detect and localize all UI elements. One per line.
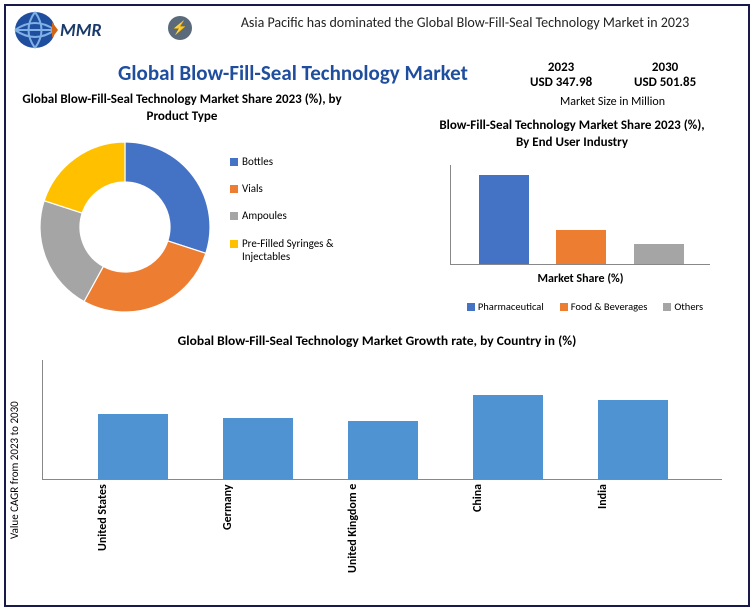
metric-2030-value: USD 501.85 [634,75,696,90]
donut-svg [30,135,220,315]
metric-2023-value: USD 347.98 [530,75,592,90]
donut-chart [30,135,220,320]
donut-legend-item: Vials [230,182,370,195]
end-user-xlabel: Market Share (%) [451,272,710,286]
growth-chart: United States Germany United Kingdom e Chin… [42,360,742,590]
main-title: Global Blow-Fill-Seal Technology Market [118,60,468,86]
metric-caption: Market Size in Million [560,95,665,109]
legend-swatch [663,303,671,311]
donut-legend-item: Ampoules [230,209,370,222]
growth-bar [98,414,168,479]
legend-swatch [467,303,475,311]
legend-swatch [230,158,238,166]
legend-label: Pharmaceutical [478,300,544,313]
metric-2023: 2023 USD 347.98 [530,60,592,90]
brand-logo: MMR [12,10,102,50]
metric-2030-year: 2030 [634,60,696,75]
growth-category-label: United Kingdom e [347,484,417,584]
end-user-chart: Market Share (%) [450,165,710,265]
legend-label: Ampoules [242,209,287,222]
end-user-bar [634,244,684,264]
end-user-legend-item: Others [663,300,703,313]
growth-bar [348,421,418,479]
legend-swatch [230,240,238,248]
metric-2023-year: 2023 [530,60,592,75]
growth-category-label: India [597,484,667,584]
end-user-legend: Pharmaceutical Food & Beverages Others [430,300,740,313]
growth-category-label: United States [97,484,167,584]
legend-label: Pre-Filled Syringes & Injectables [242,237,370,263]
legend-swatch [560,303,568,311]
globe-icon [12,10,58,50]
donut-segment [44,142,125,213]
legend-label: Bottles [242,155,273,168]
growth-bar [473,395,543,479]
end-user-bar [479,175,529,264]
end-user-legend-item: Pharmaceutical [467,300,544,313]
growth-ylabel: Value CAGR from 2023 to 2030 [8,350,21,590]
donut-legend-item: Pre-Filled Syringes & Injectables [230,237,370,263]
growth-category-label: Germany [222,484,292,584]
donut-legend: Bottles Vials Ampoules Pre-Filled Syringes … [230,155,370,277]
brand-text: MMR [60,19,102,41]
end-user-chart-title: Blow-Fill-Seal Technology Market Share 2… [432,118,712,152]
bolt-icon: ⚡ [168,16,192,40]
donut-legend-item: Bottles [230,155,370,168]
legend-label: Food & Beverages [571,300,648,313]
legend-swatch [230,185,238,193]
donut-segment [84,241,206,312]
donut-segment [125,142,210,253]
end-user-plot: Market Share (%) [450,165,710,265]
end-user-bar [556,230,606,264]
metric-2030: 2030 USD 501.85 [634,60,696,90]
legend-swatch [230,212,238,220]
growth-plot [42,360,722,480]
growth-categories: United States Germany United Kingdom e Chin… [42,484,722,584]
legend-label: Others [674,300,703,313]
growth-bar [223,418,293,479]
headline-text: Asia Pacific has dominated the Global Bl… [210,14,720,33]
growth-bar [598,400,668,479]
donut-chart-title: Global Blow-Fill-Seal Technology Market … [22,92,342,126]
legend-label: Vials [242,182,263,195]
growth-chart-title: Global Blow-Fill-Seal Technology Market … [0,332,754,349]
end-user-legend-item: Food & Beverages [560,300,648,313]
growth-category-label: China [472,484,542,584]
